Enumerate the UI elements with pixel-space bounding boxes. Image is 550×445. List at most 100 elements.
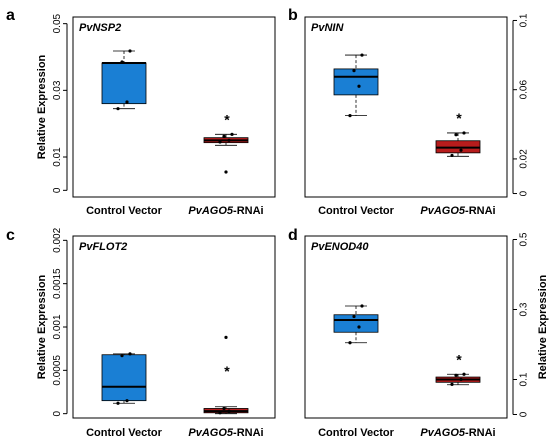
x-category-label: PvAGO5-RNAi <box>188 427 263 439</box>
y-tick-label: 0 <box>518 411 529 417</box>
category-label-rest: -RNAi <box>465 205 496 217</box>
box-rnai: * <box>203 335 249 415</box>
y-tick-label: 0.002 <box>52 227 63 252</box>
plot-frame <box>304 16 508 198</box>
data-point <box>120 60 124 64</box>
plot-frame <box>72 235 276 419</box>
data-point <box>120 354 124 358</box>
outlier-point <box>224 170 228 174</box>
data-point <box>450 153 454 158</box>
data-point <box>348 341 352 345</box>
category-label-italic: PvAGO5 <box>188 205 234 217</box>
category-label-rest: -RNAi <box>233 205 264 217</box>
data-point <box>352 69 356 73</box>
box-body <box>333 314 379 333</box>
data-point <box>462 131 466 135</box>
box-control <box>333 53 379 118</box>
category-label-italic: PvAGO5 <box>420 205 466 217</box>
category-label-rest: -RNAi <box>233 427 264 439</box>
y-tick-label: 0.0005 <box>52 355 63 386</box>
data-point <box>462 372 466 376</box>
y-tick-label: 0 <box>52 410 63 416</box>
panel-b: b PvNIN 0 0.02 0.06 0.1 Control Vector PvAGO5-R… <box>288 7 529 217</box>
data-point <box>348 114 352 118</box>
data-point <box>454 133 458 137</box>
box-rnai: * <box>203 111 249 174</box>
panel-letter: a <box>6 7 15 24</box>
y-tick-label: 0.05 <box>52 13 63 33</box>
data-point <box>222 406 226 411</box>
y-axis-label: Relative Expression <box>36 274 48 379</box>
significance-asterisk: * <box>224 111 230 127</box>
y-tick-label: 0.5 <box>518 232 529 246</box>
category-label-rest: -RNAi <box>465 427 496 439</box>
box-body <box>101 354 147 402</box>
y-tick-label: 0.1 <box>518 372 529 386</box>
data-point <box>450 382 454 386</box>
data-point <box>128 49 132 53</box>
y-tick-label: 0.001 <box>52 314 63 339</box>
data-point <box>227 409 231 413</box>
x-category-label: PvAGO5-RNAi <box>420 205 495 217</box>
y-tick-label: 0.01 <box>52 147 63 167</box>
panel-a: a PvNSP2 0 0.01 0.03 0.05 Relative Expression C… <box>6 7 276 217</box>
x-category-label: Control Vector <box>86 427 163 439</box>
plot-frame <box>304 235 508 419</box>
x-category-label: Control Vector <box>318 205 395 217</box>
data-point <box>357 84 361 88</box>
x-category-label: PvAGO5-RNAi <box>188 205 263 217</box>
box-control <box>333 304 379 345</box>
data-point <box>360 304 364 308</box>
y-tick-label: 0.0015 <box>52 268 63 299</box>
category-label-italic: PvAGO5 <box>420 427 466 439</box>
data-point <box>360 53 364 57</box>
y-tick-label: 0 <box>518 190 529 196</box>
box-control <box>101 49 147 111</box>
data-point <box>116 401 120 405</box>
box-control <box>101 352 147 405</box>
data-point <box>128 352 132 356</box>
data-point <box>125 399 129 403</box>
significance-asterisk: * <box>456 351 462 367</box>
y-tick-label: 0.3 <box>518 302 529 316</box>
y-tick-label: 0.03 <box>52 80 63 100</box>
box-body <box>333 68 379 96</box>
y-tick-label: 0 <box>52 187 63 193</box>
data-point <box>352 314 356 319</box>
data-point <box>459 148 463 152</box>
panel-letter: d <box>288 227 298 244</box>
data-point <box>227 138 231 142</box>
box-body <box>101 62 147 105</box>
panel-c: c PvFLOT2 0 0.0005 0.001 0.0015 0.002 Relative … <box>6 227 276 439</box>
x-category-label: Control Vector <box>86 205 163 217</box>
data-point <box>125 100 129 104</box>
panel-letter: c <box>6 227 15 244</box>
significance-asterisk: * <box>224 363 230 379</box>
plot-frame <box>72 16 276 198</box>
data-point <box>459 377 463 382</box>
box-rnai: * <box>435 351 481 386</box>
gene-title: PvENOD40 <box>311 241 369 253</box>
gene-title: PvNIN <box>311 22 344 34</box>
significance-asterisk: * <box>456 110 462 126</box>
gene-title: PvFLOT2 <box>79 241 127 253</box>
y-tick-label: 0.06 <box>518 80 529 100</box>
y-axis-label: Relative Expression <box>537 274 549 379</box>
panel-letter: b <box>288 7 298 24</box>
category-label-italic: PvAGO5 <box>188 427 234 439</box>
y-axis-label: Relative Expression <box>36 54 48 159</box>
y-tick-label: 0.02 <box>518 149 529 169</box>
x-category-label: PvAGO5-RNAi <box>420 427 495 439</box>
box-rnai: * <box>435 110 481 158</box>
data-point <box>357 325 361 329</box>
data-point <box>218 140 222 144</box>
data-point <box>454 373 458 377</box>
data-point <box>230 132 234 136</box>
y-tick-label: 0.1 <box>518 13 529 27</box>
data-point <box>218 411 222 415</box>
panel-d: d PvENOD40 0 0.1 0.3 0.5 Relative Expression Co… <box>288 227 549 439</box>
outlier-point <box>224 335 228 339</box>
gene-title: PvNSP2 <box>79 22 121 34</box>
data-point <box>116 107 120 111</box>
